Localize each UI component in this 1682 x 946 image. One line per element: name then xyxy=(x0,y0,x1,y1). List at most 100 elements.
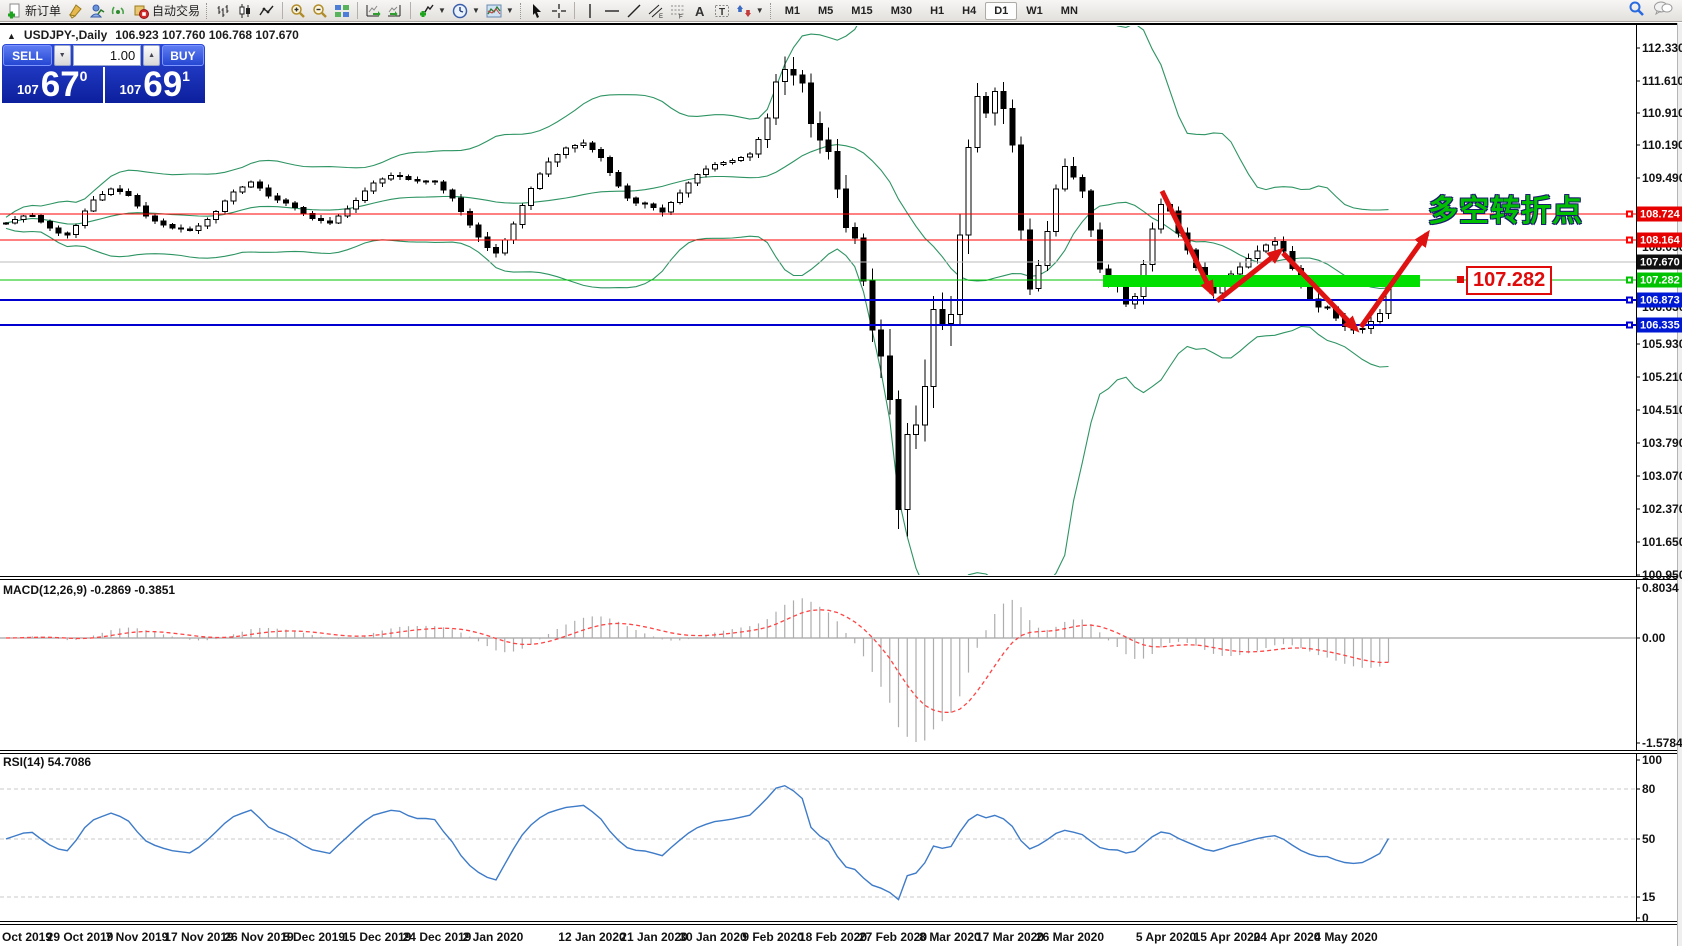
styler-button[interactable] xyxy=(64,2,86,20)
new-order-button[interactable]: 新订单 xyxy=(3,1,64,20)
price-tick-label: 103.790 xyxy=(1642,436,1682,450)
date-label: 0 Oct 2019 xyxy=(0,930,53,944)
chevron-down-icon: ▼ xyxy=(471,6,480,15)
timeframe-h1[interactable]: H1 xyxy=(930,4,945,17)
date-label: 9 Feb 2020 xyxy=(742,930,804,944)
volume-input[interactable]: 1.00 xyxy=(72,45,142,66)
line-chart-icon xyxy=(259,3,275,19)
timeframe-m30[interactable]: M30 xyxy=(890,4,913,17)
zoom-out-icon xyxy=(312,3,328,19)
date-label: 2 Jan 2020 xyxy=(462,930,524,944)
cursor-button[interactable] xyxy=(526,2,548,20)
vertical-line-button[interactable] xyxy=(579,2,601,20)
trendline-icon xyxy=(626,3,642,19)
svg-text:A: A xyxy=(695,4,705,19)
volume-increase-button[interactable]: ▲ xyxy=(143,45,160,66)
sell-button[interactable]: SELL xyxy=(3,45,52,66)
macd-scale-label: 0.00 xyxy=(1642,631,1666,645)
zoom-in-button[interactable] xyxy=(287,2,309,20)
timeframe-h4[interactable]: H4 xyxy=(962,4,977,17)
line-anchor-handle[interactable] xyxy=(1626,236,1633,244)
line-anchor-handle[interactable] xyxy=(1626,210,1633,218)
date-label: 26 Nov 2019 xyxy=(224,930,294,944)
text-label-button[interactable]: T xyxy=(711,2,733,20)
one-click-trading-panel: SELL ▼ 1.00 ▲ BUY 107 67 0 107 69 1 xyxy=(2,44,205,103)
text-button[interactable]: A xyxy=(689,2,711,20)
zoom-out-button[interactable] xyxy=(309,2,331,20)
equidistant-channel-button[interactable]: E xyxy=(645,2,667,20)
tile-windows-button[interactable] xyxy=(331,2,353,20)
candlestick-chart-button[interactable] xyxy=(234,2,256,20)
price-tick-label: 112.330 xyxy=(1642,41,1682,55)
crosshair-button[interactable] xyxy=(548,2,570,20)
trendline-button[interactable] xyxy=(623,2,645,20)
timeframe-m5[interactable]: M5 xyxy=(818,4,834,17)
line-chart-button[interactable] xyxy=(256,2,278,20)
auto-scroll-button[interactable] xyxy=(362,2,384,20)
bar-chart-button[interactable] xyxy=(212,2,234,20)
text-label-icon: T xyxy=(714,3,730,19)
window-right-edge xyxy=(1677,23,1682,946)
chart-shift-button[interactable] xyxy=(384,2,406,20)
line-anchor-handle[interactable] xyxy=(1626,276,1633,284)
price-level-text-box[interactable]: 107.282 xyxy=(1466,266,1553,295)
indicators-icon xyxy=(418,3,434,19)
horizontal-line-button[interactable] xyxy=(601,2,623,20)
templates-button[interactable]: ▼ xyxy=(483,2,517,20)
vertical-line-icon xyxy=(582,3,598,19)
date-label: 5 Dec 2019 xyxy=(282,930,346,944)
sell-price[interactable]: 107 67 0 xyxy=(2,67,103,103)
timeframe-d1[interactable]: D1 xyxy=(985,1,1018,20)
periods-button[interactable]: ▼ xyxy=(449,2,483,20)
price-tick-label: 103.070 xyxy=(1642,469,1682,483)
turning-point-annotation[interactable]: 多空转折点 xyxy=(1428,195,1583,228)
date-label: 12 Jan 2020 xyxy=(558,930,626,944)
timeframe-m1[interactable]: M1 xyxy=(784,4,800,17)
buy-price-point: 1 xyxy=(182,68,190,84)
arrows-button[interactable]: ▼ xyxy=(733,2,767,20)
collapse-arrow-icon[interactable]: ▲ xyxy=(7,31,16,41)
text-box-handle[interactable] xyxy=(1457,276,1464,283)
fibonacci-button[interactable]: F xyxy=(667,2,689,20)
timeframe-m15[interactable]: M15 xyxy=(851,4,873,17)
date-axis-separator xyxy=(0,921,1677,925)
sell-price-base: 107 xyxy=(17,82,39,97)
signals-button[interactable] xyxy=(108,2,130,20)
date-label: 7 Nov 2019 xyxy=(105,930,169,944)
line-anchor-handle[interactable] xyxy=(1626,321,1633,329)
line-anchor-handle[interactable] xyxy=(1626,296,1633,304)
market-watch-button[interactable] xyxy=(86,2,108,20)
toolbar-grip xyxy=(206,2,209,19)
price-tick-label: 102.370 xyxy=(1642,502,1682,516)
timeframe-toolbar: M1 M5 M15 M30 H1 H4 D1 W1 MN xyxy=(776,1,1087,20)
arrows-icon xyxy=(736,3,752,19)
timeframe-w1[interactable]: W1 xyxy=(1026,4,1043,17)
buy-price[interactable]: 107 69 1 xyxy=(102,67,206,103)
price-tick-label: 110.910 xyxy=(1642,106,1682,120)
date-label: 21 Jan 2020 xyxy=(620,930,688,944)
timeframe-mn[interactable]: MN xyxy=(1060,4,1078,17)
text-icon: A xyxy=(692,3,708,19)
clock-icon xyxy=(452,3,468,19)
date-label: 17 Nov 2019 xyxy=(164,930,234,944)
rsi-scale-label: 15 xyxy=(1642,890,1656,904)
date-label: 24 Dec 2019 xyxy=(402,930,472,944)
volume-decrease-button[interactable]: ▼ xyxy=(53,45,71,66)
date-label: 26 Mar 2020 xyxy=(1035,930,1105,944)
autotrade-button[interactable]: 自动交易 xyxy=(130,1,203,20)
macd-pane-separator[interactable] xyxy=(0,576,1677,580)
horizontal-line-icon xyxy=(604,3,620,19)
search-icon[interactable] xyxy=(1628,0,1645,22)
date-label: 27 Feb 2020 xyxy=(858,930,928,944)
rsi-label: RSI(14) 54.7086 xyxy=(3,755,92,769)
rsi-pane-separator[interactable] xyxy=(0,750,1677,754)
indicators-button[interactable]: ▼ xyxy=(415,2,449,20)
crosshair-icon xyxy=(551,3,567,19)
price-tag: 106.873 xyxy=(1637,292,1682,308)
buy-button[interactable]: BUY xyxy=(161,45,204,66)
toolbar-grip xyxy=(769,2,773,19)
ohlc-values: 106.923 107.760 106.768 107.670 xyxy=(115,28,299,42)
chat-icon[interactable] xyxy=(1653,0,1673,21)
